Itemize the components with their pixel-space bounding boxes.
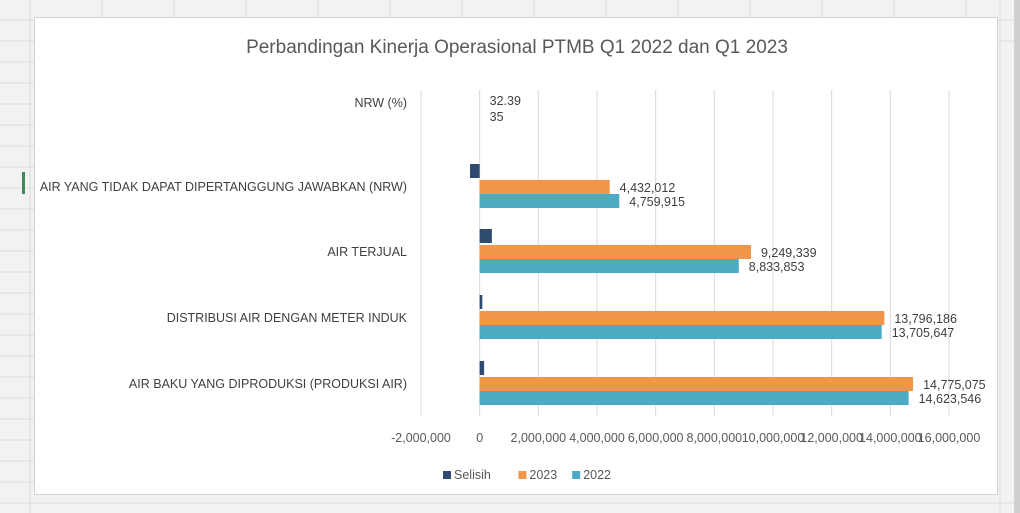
data-label: 8,833,853 [749,260,805,274]
bar-selisih [470,164,480,178]
x-tick-label: 16,000,000 [918,431,981,445]
x-tick-label: 6,000,000 [628,431,684,445]
bar-selisih [479,361,485,375]
bar-2023 [479,377,914,391]
bar-chart: Perbandingan Kinerja Operasional PTMB Q1… [40,37,986,482]
x-tick-label: 4,000,000 [569,431,625,445]
window-edge [1014,0,1020,513]
legend-label: 2023 [529,468,557,482]
x-tick-label: 8,000,000 [687,431,743,445]
category-label: AIR BAKU YANG DIPRODUKSI (PRODUKSI AIR) [129,377,407,391]
selection-marker [22,172,25,194]
x-axis-tick-labels: -2,000,000 0 2,000,000 4,000,000 6,000,000 8,… [391,431,980,445]
x-tick-label: 10,000,000 [742,431,805,445]
x-tick-label: 2,000,000 [511,431,567,445]
data-label: 35 [490,110,504,124]
legend-swatch [572,471,581,479]
data-label: 4,759,915 [629,195,685,209]
bar-2023 [479,245,751,259]
bar-selisih [479,229,492,243]
legend-label: 2022 [583,468,611,482]
legend-swatch [443,471,451,479]
bar-2022 [479,391,909,405]
data-label: 4,432,012 [620,181,676,195]
bar-marks [470,164,914,405]
x-tick-label: 0 [476,431,483,445]
data-label: 14,775,075 [923,378,986,392]
category-label: NRW (%) [354,96,407,110]
bar-2023 [479,180,610,194]
chart-title: Perbandingan Kinerja Operasional PTMB Q1… [246,37,788,58]
y-axis-category-labels: NRW (%) AIR YANG TIDAK DAPAT DIPERTANGGUN… [40,96,408,391]
data-label: 32.39 [490,94,521,108]
x-tick-label: 12,000,000 [800,431,863,445]
x-tick-label: -2,000,000 [391,431,451,445]
legend-swatch [518,471,527,479]
bar-selisih [479,295,483,309]
category-label: AIR YANG TIDAK DAPAT DIPERTANGGUNG JAWAB… [40,180,407,194]
chart-container[interactable]: Perbandingan Kinerja Operasional PTMB Q1… [34,17,998,495]
legend[interactable]: Selisih 2023 2022 [443,468,611,482]
bar-2022 [479,194,620,208]
category-label: DISTRIBUSI AIR DENGAN METER INDUK [167,311,408,325]
data-label: 13,796,186 [894,312,957,326]
category-label: AIR TERJUAL [327,245,407,259]
data-label: 13,705,647 [892,326,955,340]
bar-2022 [479,259,739,273]
data-label: 9,249,339 [761,246,817,260]
bar-2022 [479,325,882,339]
x-tick-label: 14,000,000 [859,431,922,445]
data-labels: 32.39 4,432,012 9,249,339 13,796,186 14,775,… [490,94,986,406]
data-label: 14,623,546 [919,392,982,406]
bar-2023 [479,311,885,325]
legend-label: Selisih [454,468,491,482]
